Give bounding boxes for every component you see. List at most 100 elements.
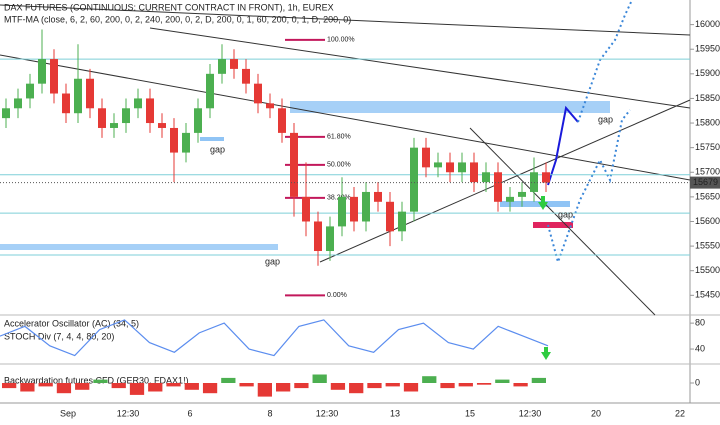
candle-body [98,108,106,128]
projection [547,0,633,266]
bar [166,383,181,387]
bar [129,383,145,395]
chart-title: DAX FUTURES (CONTINUOUS: CURRENT CONTRAC… [4,2,334,12]
bar [440,383,455,389]
bar [202,383,218,394]
pane-subtitle: STOCH Div (7, 4, 4, 80, 20) [4,331,114,341]
y-tick-label: 40 [695,343,705,353]
gap-zone [500,201,570,207]
candle-body [170,127,178,153]
x-tick-label: 12:30 [117,408,140,418]
candle-body [14,98,22,109]
candle-body [146,98,154,124]
candle-body [290,132,298,197]
candle-body [518,191,526,197]
x-tick-label: 20 [591,408,601,418]
gap-label: gap [265,256,280,266]
candle-body [50,59,58,94]
candle-body [506,196,514,202]
candle-body [74,78,82,114]
candle-body [314,221,322,252]
y-tick-label: 15750 [695,142,720,152]
stoch-line [0,319,549,357]
gap-zone [533,222,573,228]
bar [276,383,291,392]
y-tick-label: 15900 [695,68,720,78]
candle-body [218,59,226,74]
candle-body [302,196,310,222]
bar [385,383,400,387]
fib-label: 61.80% [327,134,351,141]
x-tick-label: 22 [675,408,685,418]
bar [495,379,510,383]
y-tick-label: 80 [695,318,705,328]
gap-label: gap [210,144,225,154]
candle-body [254,83,262,104]
candle-body [158,123,166,128]
y-tick-label: 15600 [695,216,720,226]
candle-body [182,132,190,153]
candle-body [110,123,118,128]
candle-body [470,162,478,183]
gap-zone [200,137,224,141]
bar [239,383,254,387]
gap-zone [290,101,610,113]
x-tick-label: 12:30 [519,408,542,418]
candle-body [2,108,10,119]
bar [476,383,492,385]
last-price-box [690,176,720,189]
y-tick-label: 0 [695,377,700,387]
candle-body [62,93,70,114]
candle-body [194,108,202,133]
y-tick-label: 15850 [695,93,720,103]
fib-label: 0.00% [327,292,347,299]
y-tick-label: 15950 [695,44,720,54]
x-tick-label: 6 [187,408,192,418]
bar [221,377,236,383]
candle-body [230,59,238,69]
gap-label: gap [558,209,573,219]
bar [56,383,72,394]
bar [38,383,53,387]
candle-body [482,172,490,183]
gap-label: gap [598,114,613,124]
candle-body [26,83,34,99]
bar [403,383,419,392]
x-tick-label: Sep [60,408,76,418]
candle-body [458,162,466,173]
bar [148,383,163,392]
bar [422,376,437,383]
gap-zone [0,244,278,250]
last-price-label: 15679 [693,177,718,187]
candle-body [266,103,274,109]
candle-body [278,108,286,133]
candle-body [86,78,94,109]
candle-body [338,196,346,227]
bar [111,383,126,389]
bar [2,383,17,389]
candle-body [374,191,382,202]
y-tick-label: 15800 [695,117,720,127]
candle-body [398,211,406,232]
candle-body [434,162,442,168]
bar [367,383,382,389]
bar [312,374,327,383]
bar [20,383,35,392]
y-tick-label: 15500 [695,265,720,275]
x-tick-label: 13 [390,408,400,418]
y-tick-label: 16000 [695,19,720,29]
bar [458,383,473,387]
bar [349,383,364,394]
chart-subtitle: MTF-MA (close, 6, 2, 60, 200, 0, 2, 240,… [4,14,351,24]
y-tick-label: 15700 [695,167,720,177]
candle-body [134,98,142,109]
y-tick-label: 15550 [695,240,720,250]
bar [330,383,346,390]
fib-label: 50.00% [327,162,351,169]
x-tick-label: 15 [465,408,475,418]
x-tick-label: 8 [267,408,272,418]
candle-body [446,162,454,173]
trend-lines [0,4,691,316]
